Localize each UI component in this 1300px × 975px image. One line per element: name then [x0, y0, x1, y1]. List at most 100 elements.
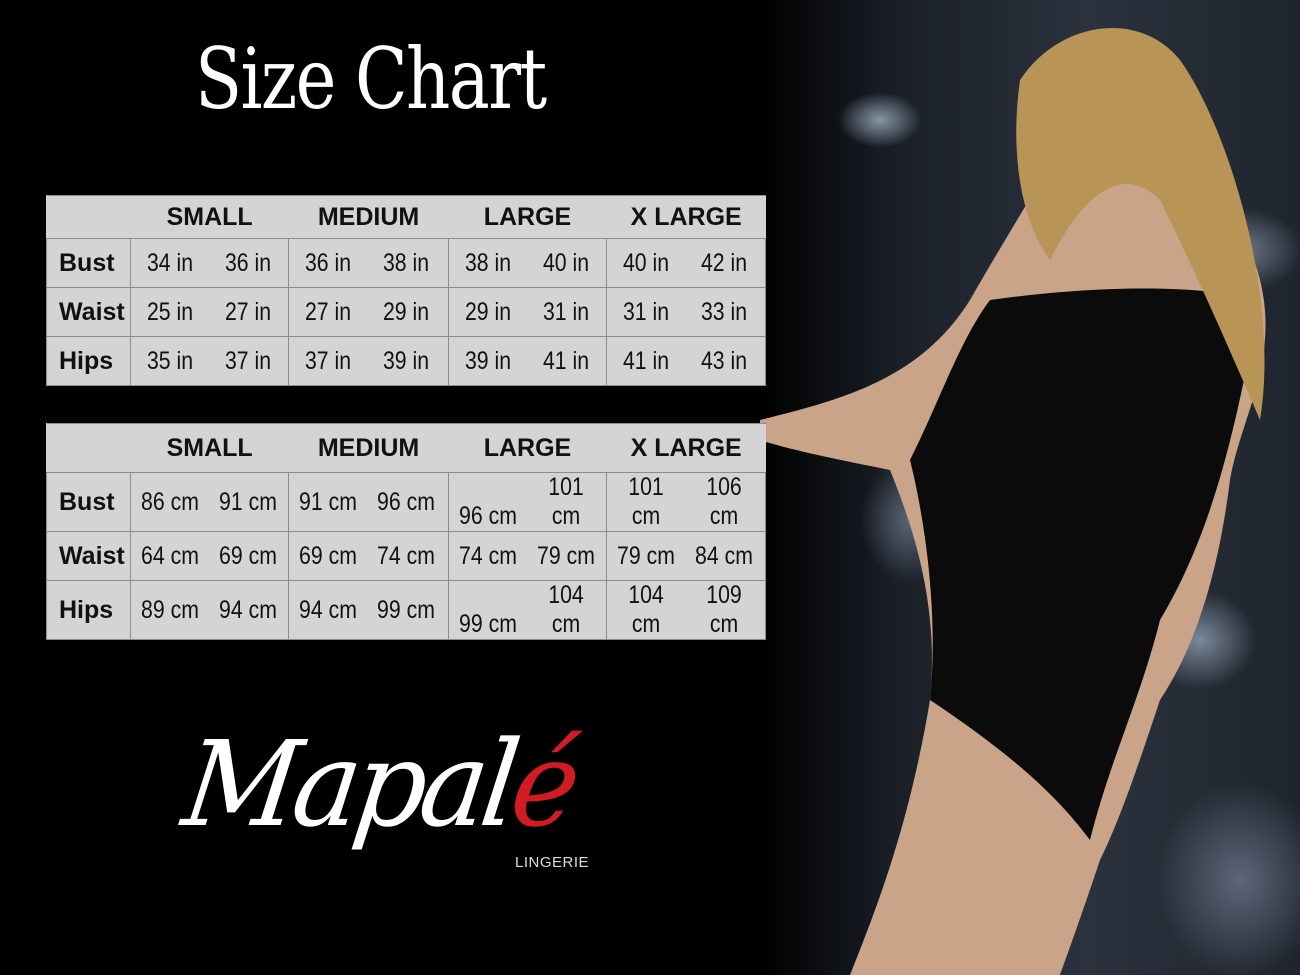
size-cell: 91 cm 96 cm — [288, 472, 449, 532]
min-value: 27 in — [305, 297, 352, 326]
max-value: 29 in — [383, 297, 430, 326]
max-value: 99 cm — [377, 595, 436, 624]
size-cell: 25 in 27 in — [129, 287, 290, 337]
max-value: 31 in — [542, 297, 589, 326]
table-row: Waist 25 in 27 in 27 in 29 in 29 in 31 in 31 in… — [46, 287, 766, 337]
page-title: Size Chart — [195, 30, 547, 128]
size-cell: 41 in 43 in — [606, 336, 766, 386]
max-value: 69 cm — [218, 541, 277, 570]
size-cell: 74 cm 79 cm — [447, 531, 608, 581]
min-value: 37 in — [305, 346, 352, 375]
size-cell: 104 cm 109 cm — [606, 580, 766, 640]
max-value: 27 in — [224, 297, 271, 326]
min-value: 31 in — [623, 297, 670, 326]
size-cell: 38 in 40 in — [447, 238, 608, 288]
min-value: 96 cm — [458, 502, 517, 530]
size-cell: 86 cm 91 cm — [129, 472, 290, 532]
max-value: 43 in — [701, 346, 748, 375]
header-blank — [46, 423, 131, 473]
min-value: 104 cm — [628, 581, 665, 638]
min-value: 86 cm — [140, 487, 199, 516]
header-small: SMALL — [130, 423, 289, 473]
table-row: Bust 34 in 36 in 36 in 38 in 38 in 40 in 40 in 4… — [46, 238, 766, 288]
size-cell: 101 cm 106 cm — [606, 472, 766, 532]
header-small: SMALL — [130, 195, 289, 239]
size-cell: 89 cm 94 cm — [129, 580, 290, 640]
size-cell: 69 cm 74 cm — [288, 531, 449, 581]
header-large: LARGE — [448, 423, 607, 473]
table-row: Hips 89 cm 94 cm 94 cm 99 cm 99 cm104 cm 104 c… — [46, 580, 766, 640]
max-value: 101 cm — [547, 473, 584, 530]
min-value: 41 in — [623, 346, 670, 375]
max-value: 106 cm — [706, 473, 743, 530]
table-row: Waist 64 cm 69 cm 69 cm 74 cm 74 cm 79 cm 79 cm… — [46, 531, 766, 581]
max-value: 74 cm — [377, 541, 436, 570]
size-cell: 96 cm 101 cm — [447, 472, 608, 532]
row-label: Hips — [46, 336, 131, 386]
max-value: 91 cm — [218, 487, 277, 516]
header-blank — [46, 195, 131, 239]
logo-subtitle: LINGERIE — [515, 854, 590, 871]
row-label: Hips — [46, 580, 131, 640]
size-cell: 99 cm 104 cm — [447, 580, 608, 640]
size-table-cm: SMALL MEDIUM LARGE X LARGE Bust 86 cm 91 c… — [46, 423, 766, 640]
max-value: 39 in — [383, 346, 430, 375]
size-table-inches: SMALL MEDIUM LARGE X LARGE Bust 34 in 36 i… — [46, 195, 766, 386]
model-figure — [760, 27, 1266, 975]
min-value: 40 in — [623, 248, 670, 277]
min-value: 38 in — [464, 248, 511, 277]
min-value: 39 in — [464, 346, 511, 375]
size-cell: 37 in 39 in — [288, 336, 449, 386]
min-value: 94 cm — [299, 595, 358, 624]
size-cell: 39 in 41 in — [447, 336, 608, 386]
row-label: Waist — [46, 531, 131, 581]
size-cell: 94 cm 99 cm — [288, 580, 449, 640]
max-value: 37 in — [224, 346, 271, 375]
header-xlarge: X LARGE — [606, 423, 766, 473]
min-value: 35 in — [146, 346, 193, 375]
max-value: 96 cm — [377, 487, 436, 516]
header-medium: MEDIUM — [288, 423, 449, 473]
max-value: 33 in — [701, 297, 748, 326]
row-label: Waist — [46, 287, 131, 337]
header-large: LARGE — [448, 195, 607, 239]
max-value: 36 in — [224, 248, 271, 277]
min-value: 79 cm — [617, 541, 676, 570]
min-value: 91 cm — [299, 487, 358, 516]
min-value: 34 in — [146, 248, 193, 277]
table-row: Hips 35 in 37 in 37 in 39 in 39 in 41 in 41 in 4… — [46, 336, 766, 386]
max-value: 94 cm — [218, 595, 277, 624]
brand-logo: Mapalé — [176, 715, 583, 853]
size-cell: 64 cm 69 cm — [129, 531, 290, 581]
size-cell: 31 in 33 in — [606, 287, 766, 337]
size-cell: 35 in 37 in — [129, 336, 290, 386]
size-cell: 29 in 31 in — [447, 287, 608, 337]
max-value: 104 cm — [547, 581, 584, 638]
row-label: Bust — [46, 472, 131, 532]
size-cell: 79 cm 84 cm — [606, 531, 766, 581]
min-value: 69 cm — [299, 541, 358, 570]
min-value: 101 cm — [628, 473, 665, 530]
max-value: 38 in — [383, 248, 430, 277]
model-photo — [760, 0, 1300, 975]
max-value: 42 in — [701, 248, 748, 277]
row-label: Bust — [46, 238, 131, 288]
table-row: Bust 86 cm 91 cm 91 cm 96 cm 96 cm101 cm 101 c… — [46, 472, 766, 532]
max-value: 41 in — [542, 346, 589, 375]
min-value: 89 cm — [140, 595, 199, 624]
size-cell: 27 in 29 in — [288, 287, 449, 337]
max-value: 109 cm — [706, 581, 743, 638]
max-value: 40 in — [542, 248, 589, 277]
header-medium: MEDIUM — [288, 195, 449, 239]
min-value: 64 cm — [140, 541, 199, 570]
size-cell: 40 in 42 in — [606, 238, 766, 288]
max-value: 79 cm — [536, 541, 595, 570]
table-header-row: SMALL MEDIUM LARGE X LARGE — [46, 195, 766, 239]
min-value: 74 cm — [458, 541, 517, 570]
min-value: 25 in — [146, 297, 193, 326]
min-value: 99 cm — [458, 610, 517, 638]
size-cell: 36 in 38 in — [288, 238, 449, 288]
table-header-row: SMALL MEDIUM LARGE X LARGE — [46, 423, 766, 473]
size-cell: 34 in 36 in — [129, 238, 290, 288]
max-value: 84 cm — [695, 541, 754, 570]
